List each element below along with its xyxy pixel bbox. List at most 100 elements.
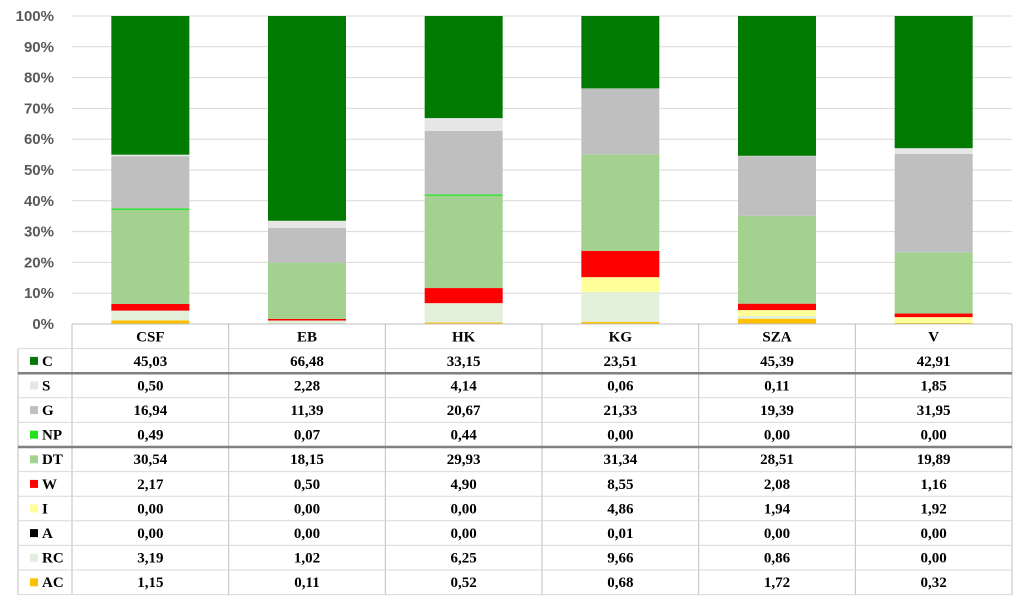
data-label: 0,50 [294,477,320,493]
bar-segment-dt-eb [268,263,346,319]
data-label: 0,52 [451,575,477,591]
bar-segment-g-kg [581,88,660,155]
data-label: 8,55 [607,477,633,493]
y-tick-label: 30% [24,224,54,241]
bar-segment-np-csf [111,208,190,210]
data-label: 0,11 [294,575,319,591]
bar-segment-c-sza [738,16,816,156]
bar-segment-ac-sza [738,318,816,324]
bar-segment-rc-kg [581,292,660,322]
category-label: CSF [136,330,164,346]
data-label: 30,54 [133,452,167,468]
legend-label: C [42,354,53,370]
data-label: 4,14 [451,378,478,394]
y-tick-label: 10% [24,285,54,302]
bar-segment-ac-kg [581,321,660,324]
data-label: 0,00 [764,428,790,444]
data-label: 6,25 [451,551,477,567]
bar-segment-g-hk [424,130,503,195]
data-label: 31,34 [603,452,637,468]
data-label: 1,72 [764,575,790,591]
bar-segment-w-kg [581,250,660,278]
category-label: EB [297,330,317,346]
data-label: 0,00 [764,526,790,542]
bar-segment-s-v [894,148,973,154]
data-label: 20,67 [447,403,481,419]
data-label: 2,08 [764,477,790,493]
bar-segment-s-csf [111,154,190,157]
data-label: 23,51 [603,354,637,370]
bar-segment-dt-kg [581,154,660,251]
data-label: 3,19 [137,551,163,567]
bar-segment-rc-hk [424,303,503,323]
data-label: 0,00 [921,551,947,567]
data-label: 0,32 [921,575,947,591]
category-label: KG [609,330,633,346]
data-label: 18,15 [290,452,324,468]
legend-key-c [30,356,38,365]
legend-label: NP [42,428,62,444]
legend-key-g [30,406,38,415]
legend-key-dt [30,455,38,464]
y-tick-label: 90% [24,39,54,56]
legend-key-ac [30,578,38,587]
data-label: 0,00 [451,501,477,517]
bar-segment-i-v [894,317,973,324]
data-label: 1,15 [137,575,163,591]
data-label: 29,93 [447,452,481,468]
data-label: 0,00 [607,428,633,444]
category-label: SZA [762,330,791,346]
legend-label: G [42,403,54,419]
legend-label: A [42,526,53,542]
y-tick-label: 40% [24,193,54,210]
data-label: 11,39 [291,403,324,419]
legend-key-i [30,504,38,513]
data-label: 4,86 [607,501,634,517]
bar-segment-w-csf [111,303,190,311]
category-label: V [928,330,939,346]
data-label: 0,00 [137,501,163,517]
bar-segment-i-kg [581,277,660,293]
data-label: 0,01 [607,526,633,542]
bar-segment-ac-csf [111,320,190,324]
data-label: 16,94 [133,403,167,419]
bar-segment-ac-hk [424,322,503,324]
data-label: 31,95 [917,403,951,419]
bar-segment-c-v [894,16,973,149]
data-label: 0,49 [137,428,163,444]
data-label: 1,16 [921,477,948,493]
legend-label: RC [42,551,64,567]
data-label: 45,39 [760,354,794,370]
y-tick-label: 50% [24,162,54,179]
bar-segment-rc-eb [268,320,346,324]
data-label: 28,51 [760,452,794,468]
legend-label: W [42,477,57,493]
bar-segment-s-hk [424,118,503,131]
bar-segment-g-eb [268,227,346,263]
y-tick-label: 60% [24,131,54,148]
data-label: 9,66 [607,551,634,567]
data-label: 0,68 [607,575,633,591]
data-label: 1,85 [921,378,947,394]
data-label: 19,89 [917,452,951,468]
bar-segment-g-csf [111,156,190,209]
legend-key-np [30,430,38,439]
data-label: 0,00 [294,526,320,542]
data-label: 33,15 [447,354,481,370]
legend-label: I [42,501,48,517]
data-label: 4,90 [451,477,477,493]
bar-segment-c-eb [268,16,346,221]
legend-key-w [30,479,38,488]
y-tick-label: 100% [16,8,54,25]
bar-segment-dt-csf [111,209,190,304]
data-label: 21,33 [603,403,637,419]
legend-label: S [42,378,50,394]
bar-segment-i-sza [738,310,816,317]
data-label: 0,50 [137,378,163,394]
data-label: 2,17 [137,477,164,493]
y-tick-label: 0% [32,316,54,333]
bar-segment-w-sza [738,303,816,311]
data-label: 0,06 [607,378,634,394]
legend-key-a [30,529,38,538]
